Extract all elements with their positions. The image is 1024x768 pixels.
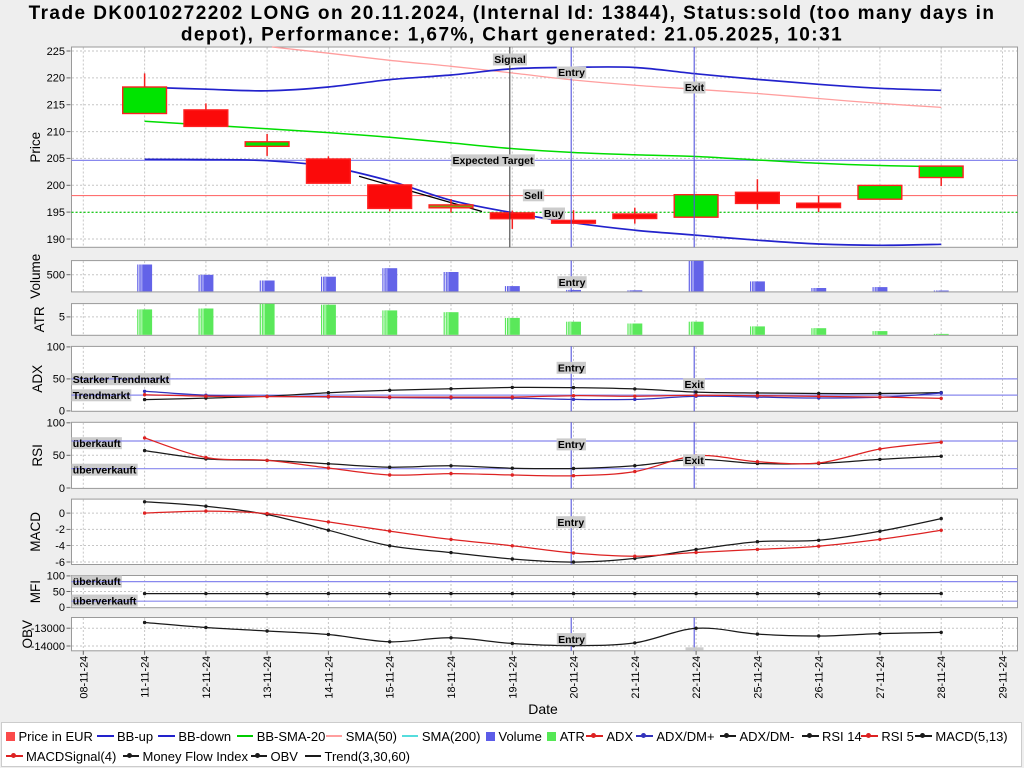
svg-text:Entry: Entry: [558, 439, 585, 451]
svg-text:MACD: MACD: [28, 512, 43, 552]
svg-text:Expected Target: Expected Target: [453, 155, 534, 167]
svg-text:-14000: -14000: [31, 641, 65, 653]
svg-text:Entry: Entry: [558, 634, 585, 646]
svg-text:225: 225: [47, 46, 65, 58]
svg-text:100: 100: [47, 571, 65, 583]
svg-text:22-11-24: 22-11-24: [691, 656, 703, 699]
svg-text:25-11-24: 25-11-24: [752, 656, 764, 699]
svg-text:195: 195: [47, 207, 65, 219]
svg-text:26-11-24: 26-11-24: [814, 656, 826, 699]
svg-text:-2: -2: [55, 524, 65, 536]
svg-text:-13000: -13000: [31, 623, 65, 635]
svg-text:überkauft: überkauft: [73, 576, 121, 588]
svg-text:RSI: RSI: [30, 444, 45, 467]
svg-text:Entry: Entry: [558, 363, 585, 375]
svg-text:0: 0: [59, 406, 65, 418]
svg-text:Trade DK0010272202 LONG on 20.: Trade DK0010272202 LONG on 20.11.2024, (…: [29, 3, 996, 24]
svg-text:0: 0: [59, 483, 65, 495]
svg-text:13-11-24: 13-11-24: [262, 656, 274, 699]
svg-text:11-11-24: 11-11-24: [140, 656, 152, 698]
svg-text:-4: -4: [55, 540, 65, 552]
svg-text:205: 205: [47, 153, 65, 165]
svg-text:220: 220: [47, 73, 65, 85]
svg-text:-6: -6: [55, 557, 65, 569]
svg-text:500: 500: [47, 270, 65, 282]
svg-text:08-11-24: 08-11-24: [78, 656, 90, 699]
svg-text:ADX: ADX: [30, 365, 45, 393]
svg-text:21-11-24: 21-11-24: [630, 656, 642, 699]
svg-text:Trendmarkt: Trendmarkt: [73, 390, 131, 402]
svg-text:Entry: Entry: [558, 67, 585, 79]
svg-text:überkauft: überkauft: [73, 438, 121, 450]
svg-text:Date: Date: [528, 701, 558, 717]
svg-text:Exit: Exit: [684, 379, 704, 391]
svg-text:MFI: MFI: [28, 580, 43, 603]
svg-text:0: 0: [59, 508, 65, 520]
svg-text:100: 100: [47, 342, 65, 354]
svg-text:29-11-24: 29-11-24: [998, 656, 1010, 699]
svg-text:15-11-24: 15-11-24: [385, 656, 397, 699]
svg-text:Entry: Entry: [559, 277, 586, 289]
svg-text:20-11-24: 20-11-24: [569, 656, 581, 699]
svg-text:100: 100: [47, 418, 65, 430]
svg-text:Buy: Buy: [544, 208, 564, 220]
svg-text:14-11-24: 14-11-24: [323, 656, 335, 699]
svg-text:5: 5: [59, 312, 65, 324]
svg-text:überverkauft: überverkauft: [73, 464, 137, 476]
svg-text:Volume: Volume: [28, 254, 43, 299]
svg-text:überverkauft: überverkauft: [73, 595, 137, 607]
svg-text:depot), Performance: 1,67%, Ch: depot), Performance: 1,67%, Chart genera…: [181, 25, 843, 46]
svg-text:0: 0: [59, 602, 65, 614]
svg-text:200: 200: [47, 180, 65, 192]
svg-text:Starker Trendmarkt: Starker Trendmarkt: [73, 374, 170, 386]
svg-text:50: 50: [53, 450, 65, 462]
svg-text:215: 215: [47, 100, 65, 112]
svg-text:18-11-24: 18-11-24: [446, 656, 458, 699]
svg-text:50: 50: [53, 374, 65, 386]
svg-text:OBV: OBV: [20, 620, 35, 649]
svg-text:Exit: Exit: [684, 455, 704, 467]
svg-text:Entry: Entry: [557, 517, 584, 529]
svg-text:28-11-24: 28-11-24: [936, 656, 948, 699]
svg-text:50: 50: [53, 586, 65, 598]
svg-text:210: 210: [47, 126, 65, 138]
svg-text:190: 190: [47, 234, 65, 246]
svg-text:27-11-24: 27-11-24: [875, 656, 887, 699]
svg-text:Exit: Exit: [685, 82, 705, 94]
svg-text:Signal: Signal: [494, 54, 526, 66]
svg-text:12-11-24: 12-11-24: [201, 656, 213, 699]
svg-text:ATR: ATR: [32, 306, 47, 332]
svg-text:Sell: Sell: [524, 190, 543, 202]
svg-text:Price: Price: [28, 132, 43, 163]
svg-text:19-11-24: 19-11-24: [507, 656, 519, 699]
